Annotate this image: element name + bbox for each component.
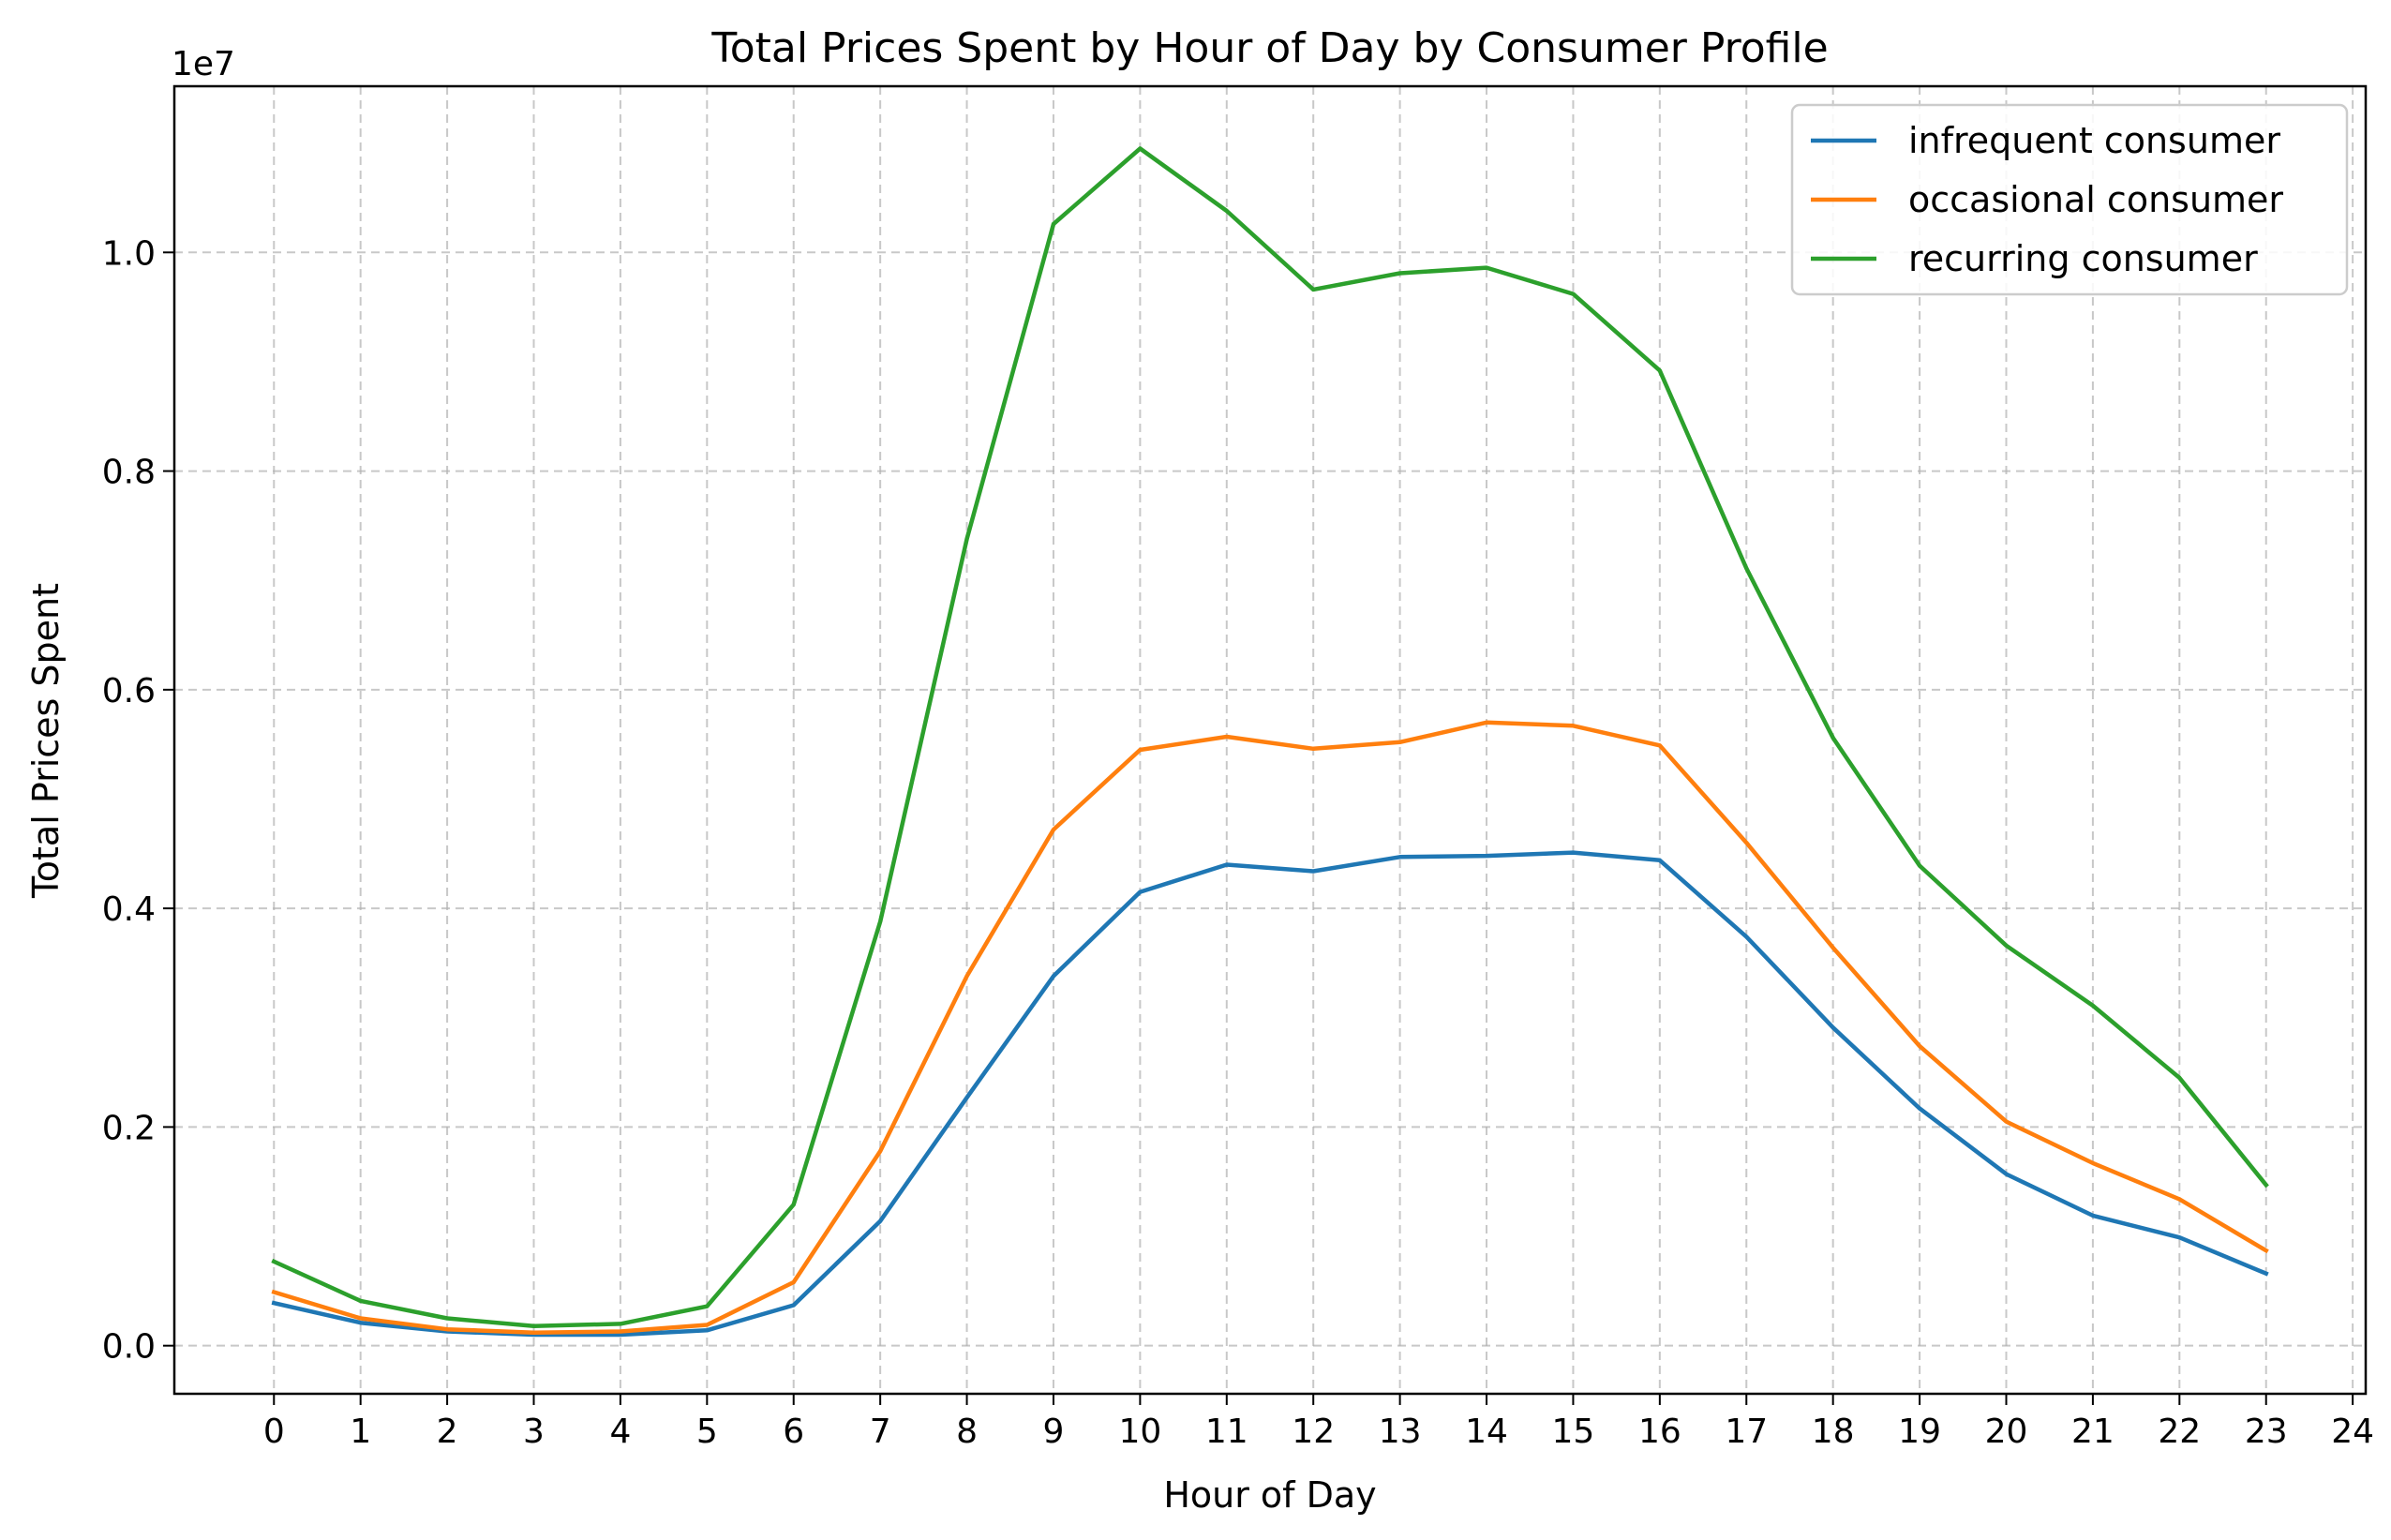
x-tick-label: 6 bbox=[783, 1413, 804, 1451]
series-line-recurring-consumer bbox=[271, 146, 2269, 1328]
y-axis-ticks: 0.0 0.2 0.4 0.6 0.8 1.0 bbox=[102, 234, 174, 1367]
legend-items: infrequent consumer occasional consumer re… bbox=[1811, 120, 2283, 279]
legend: infrequent consumer occasional consumer re… bbox=[1790, 103, 2349, 296]
x-tick-label: 23 bbox=[2245, 1413, 2288, 1451]
x-tick-label: 19 bbox=[1898, 1413, 1941, 1451]
chart-title: Total Prices Spent by Hour of Day by Con… bbox=[710, 24, 1828, 72]
y-tick-label: 0.2 bbox=[102, 1109, 156, 1147]
x-tick-label: 2 bbox=[437, 1413, 458, 1451]
x-axis-ticks: 0 1 2 3 4 5 6 7 8 9 10 11 12 13 14 15 16 17 18 19 20 21 22 23 24 bbox=[263, 1394, 2374, 1451]
x-tick-label: 17 bbox=[1725, 1413, 1768, 1451]
plot-frame bbox=[172, 84, 2368, 1396]
x-tick-label: 0 bbox=[263, 1413, 285, 1451]
legend-label-recurring-consumer: recurring consumer bbox=[1908, 238, 2258, 279]
series-lines bbox=[271, 146, 2269, 1338]
x-tick-label: 24 bbox=[2331, 1413, 2374, 1451]
x-tick-label: 20 bbox=[1985, 1413, 2028, 1451]
y-tick-label: 0.8 bbox=[102, 454, 156, 492]
legend-label-occasional-consumer: occasional consumer bbox=[1908, 179, 2283, 220]
x-tick-label: 16 bbox=[1638, 1413, 1681, 1451]
x-tick-label: 3 bbox=[523, 1413, 545, 1451]
y-tick-label: 1.0 bbox=[102, 234, 156, 273]
x-tick-label: 9 bbox=[1043, 1413, 1065, 1451]
x-tick-label: 22 bbox=[2158, 1413, 2201, 1451]
series-line-infrequent-consumer bbox=[271, 850, 2269, 1338]
x-tick-label: 12 bbox=[1292, 1413, 1335, 1451]
legend-box bbox=[1790, 103, 2349, 296]
x-tick-label: 11 bbox=[1205, 1413, 1248, 1451]
series-line-occasional-consumer bbox=[271, 720, 2269, 1335]
x-tick-label: 4 bbox=[609, 1413, 631, 1451]
y-tick-label: 0.4 bbox=[102, 890, 156, 929]
x-tick-label: 8 bbox=[956, 1413, 978, 1451]
x-tick-label: 21 bbox=[2071, 1413, 2115, 1451]
x-tick-label: 5 bbox=[696, 1413, 718, 1451]
x-tick-label: 7 bbox=[870, 1413, 891, 1451]
legend-label-infrequent-consumer: infrequent consumer bbox=[1908, 120, 2280, 161]
x-tick-label: 14 bbox=[1465, 1413, 1508, 1451]
x-tick-label: 1 bbox=[350, 1413, 371, 1451]
y-tick-label: 0.6 bbox=[102, 672, 156, 710]
y-axis-label: Total Prices Spent bbox=[25, 583, 67, 899]
y-axis-offset-label: 1e7 bbox=[172, 45, 235, 83]
x-tick-label: 13 bbox=[1379, 1413, 1422, 1451]
grid bbox=[174, 86, 2366, 1394]
x-tick-label: 15 bbox=[1552, 1413, 1595, 1451]
x-tick-label: 18 bbox=[1812, 1413, 1855, 1451]
x-tick-label: 10 bbox=[1118, 1413, 1161, 1451]
y-tick-label: 0.0 bbox=[102, 1328, 156, 1367]
x-axis-label: Hour of Day bbox=[1163, 1474, 1376, 1516]
